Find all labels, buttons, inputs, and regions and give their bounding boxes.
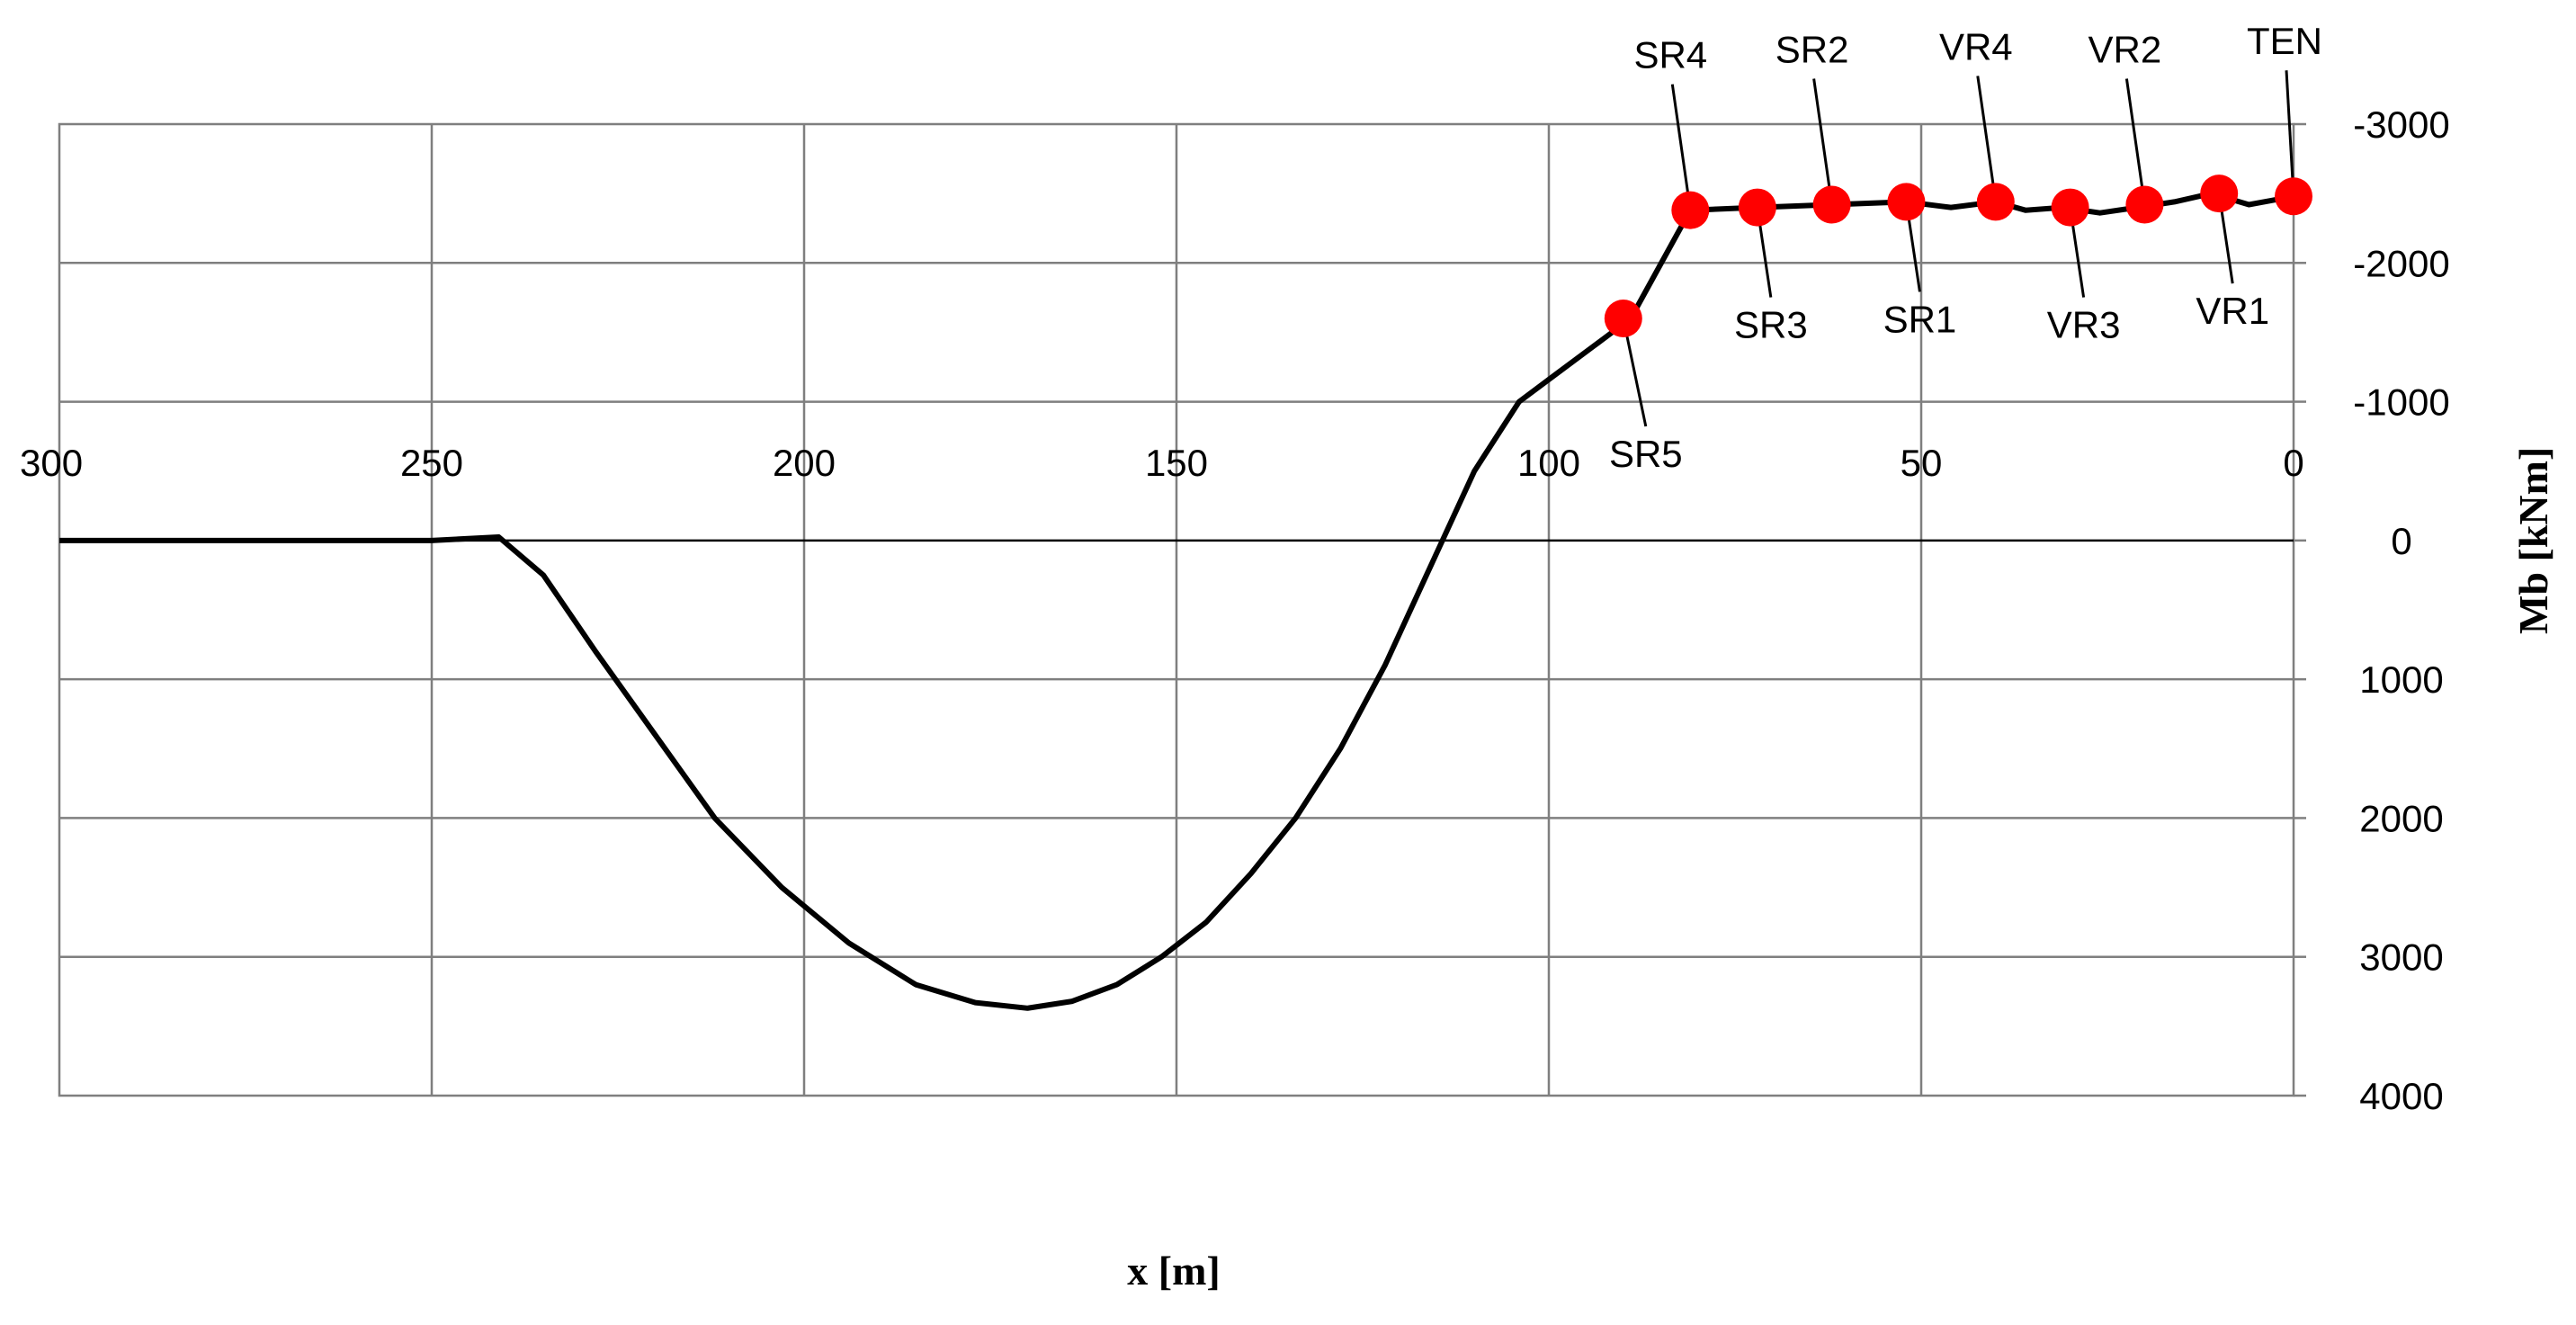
x-tick-label: 250 (400, 442, 463, 484)
point-label-sr5: SR5 (1609, 433, 1683, 475)
marker-ten (2275, 177, 2312, 216)
x-tick-label: 0 (2283, 442, 2303, 484)
point-label-vr3: VR3 (2047, 304, 2121, 346)
leader-sr4 (1670, 84, 1692, 210)
grid (58, 122, 2306, 1097)
marker-sr2 (1812, 185, 1851, 224)
marker-vr1 (2200, 175, 2239, 213)
y-tick-label: -3000 (2353, 103, 2449, 146)
markers (1604, 175, 2312, 337)
point-label-vr2: VR2 (2089, 28, 2162, 70)
marker-sr4 (1671, 191, 1710, 229)
y-tick-label: 0 (2391, 520, 2411, 562)
x-axis-title: x [m] (1127, 1248, 1220, 1294)
y-tick-label: -1000 (2353, 381, 2449, 424)
x-tick-label: 200 (773, 442, 836, 484)
point-label-vr1: VR1 (2196, 290, 2269, 332)
point-label-ten: TEN (2247, 20, 2322, 62)
x-tick-label: 300 (20, 442, 83, 484)
y-tick-label: 2000 (2359, 797, 2443, 839)
x-tick-label: 100 (1517, 442, 1580, 484)
marker-sr3 (1738, 188, 1776, 227)
point-label-vr4: VR4 (1939, 25, 2013, 67)
point-label-sr2: SR2 (1775, 28, 1849, 70)
leader-sr2 (1812, 78, 1834, 205)
marker-sr5 (1604, 300, 1642, 337)
marker-vr3 (2051, 188, 2089, 227)
y-tick-labels: -3000 -2000 -1000 0 1000 2000 3000 4000 (2353, 103, 2449, 1117)
x-tick-label: 50 (1901, 442, 1943, 484)
point-label-sr3: SR3 (1734, 304, 1808, 346)
x-tick-labels: 300 250 200 150 100 50 0 (20, 442, 2304, 484)
marker-vr2 (2125, 185, 2164, 224)
point-label-sr1: SR1 (1883, 298, 1957, 340)
y-tick-label: -2000 (2353, 242, 2449, 284)
leader-ten (2285, 70, 2295, 197)
point-labels: SR5 SR4 SR3 SR2 SR1 VR4 VR3 VR2 VR1 TEN (1609, 20, 2322, 475)
y-tick-label: 1000 (2359, 658, 2443, 701)
marker-vr4 (1976, 183, 2015, 221)
x-tick-label: 150 (1145, 442, 1208, 484)
y-axis-title: Mb [kNm] (2510, 447, 2556, 634)
marker-sr1 (1887, 183, 1926, 221)
y-tick-label: 3000 (2359, 936, 2443, 979)
point-label-sr4: SR4 (1633, 34, 1707, 76)
leader-vr4 (1976, 76, 1998, 202)
leader-vr2 (2124, 78, 2146, 205)
y-tick-label: 4000 (2359, 1075, 2443, 1117)
